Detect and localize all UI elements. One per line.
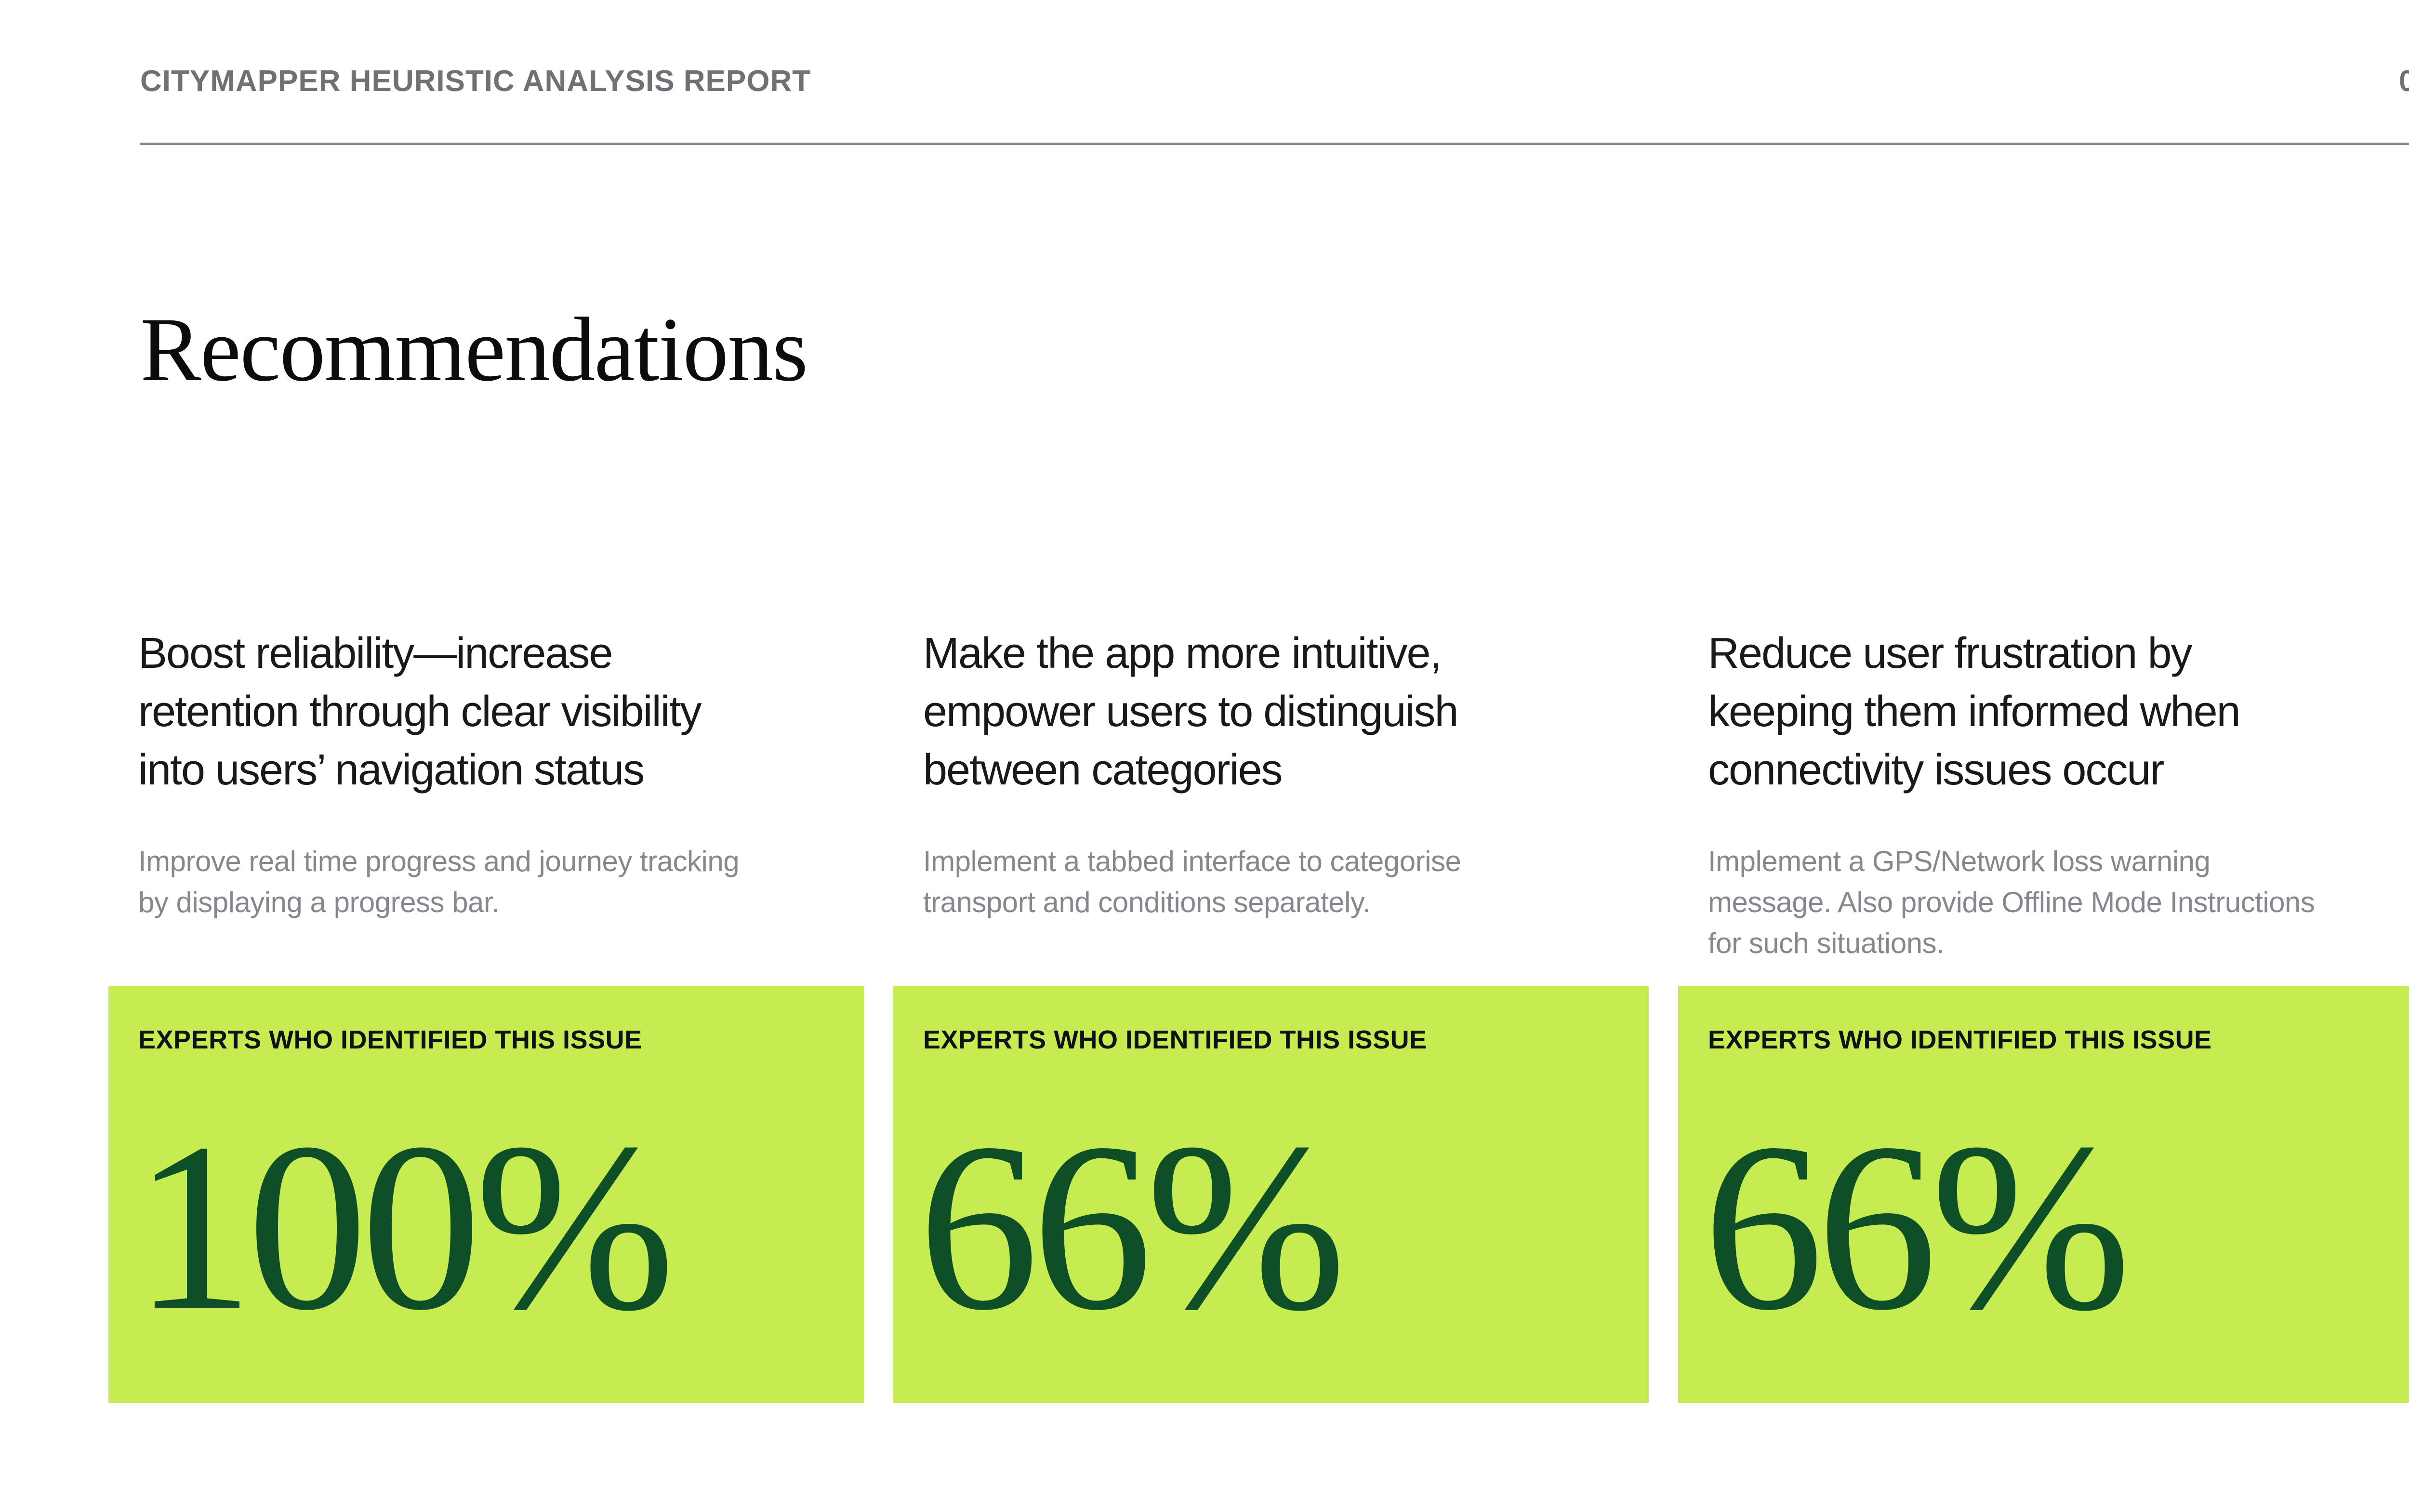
column-description: Implement a tabbed interface to categori…	[923, 841, 1629, 923]
heading-line: Make the app more intuitive,	[923, 629, 1442, 677]
stat-card-label: EXPERTS WHO IDENTIFIED THIS ISSUE	[923, 1025, 1427, 1054]
heading-line: into users’ navigation status	[138, 746, 645, 794]
stat-card-label: EXPERTS WHO IDENTIFIED THIS ISSUE	[1708, 1025, 2212, 1054]
stat-value: 100%	[133, 1093, 675, 1360]
page-title: Recommendations	[140, 299, 808, 400]
description-line: message. Also provide Offline Mode Instr…	[1708, 886, 2315, 918]
column-heading: Make the app more intuitive, empower use…	[923, 624, 1629, 799]
column-text-block: Reduce user frustration by keeping them …	[1678, 624, 2409, 986]
heading-line: Boost reliability—increase	[138, 629, 613, 677]
report-page: CITYMAPPER HEURISTIC ANALYSIS REPORT 01 …	[0, 66, 2409, 1512]
column-description: Implement a GPS/Network loss warning mes…	[1708, 841, 2409, 964]
description-line: for such situations.	[1708, 927, 1945, 959]
heading-line: connectivity issues occur	[1708, 746, 2164, 794]
description-line: Improve real time progress and journey t…	[138, 845, 740, 877]
column-text-block: Boost reliability—increase retention thr…	[108, 624, 864, 986]
recommendations-grid: Boost reliability—increase retention thr…	[108, 624, 2409, 1403]
description-line: Implement a tabbed interface to categori…	[923, 845, 1461, 877]
stat-value: 66%	[918, 1093, 1347, 1360]
description-line: transport and conditions separately.	[923, 886, 1371, 918]
description-line: Implement a GPS/Network loss warning	[1708, 845, 2210, 877]
column-heading: Boost reliability—increase retention thr…	[138, 624, 845, 799]
recommendation-column-1: Boost reliability—increase retention thr…	[108, 624, 864, 1403]
stat-card-label: EXPERTS WHO IDENTIFIED THIS ISSUE	[138, 1025, 642, 1054]
recommendation-column-3: Reduce user frustration by keeping them …	[1678, 624, 2409, 1403]
page-header: CITYMAPPER HEURISTIC ANALYSIS REPORT 01	[140, 66, 2409, 96]
heading-line: keeping them informed when	[1708, 688, 2241, 736]
column-description: Improve real time progress and journey t…	[138, 841, 845, 923]
header-divider-rule	[140, 143, 2409, 145]
description-line: by displaying a progress bar.	[138, 886, 500, 918]
heading-line: retention through clear visibility	[138, 688, 702, 736]
report-title-label: CITYMAPPER HEURISTIC ANALYSIS REPORT	[140, 65, 811, 98]
heading-line: empower users to distinguish	[923, 688, 1459, 736]
stat-value: 66%	[1703, 1093, 2131, 1360]
stat-card: EXPERTS WHO IDENTIFIED THIS ISSUE 100%	[108, 986, 864, 1403]
stat-card: EXPERTS WHO IDENTIFIED THIS ISSUE 66%	[1678, 986, 2409, 1403]
recommendation-column-2: Make the app more intuitive, empower use…	[893, 624, 1649, 1403]
column-text-block: Make the app more intuitive, empower use…	[893, 624, 1649, 986]
heading-line: Reduce user frustration by	[1708, 629, 2193, 677]
column-heading: Reduce user frustration by keeping them …	[1708, 624, 2409, 799]
page-number: 01	[2399, 65, 2409, 98]
stat-card: EXPERTS WHO IDENTIFIED THIS ISSUE 66%	[893, 986, 1649, 1403]
heading-line: between categories	[923, 746, 1283, 794]
